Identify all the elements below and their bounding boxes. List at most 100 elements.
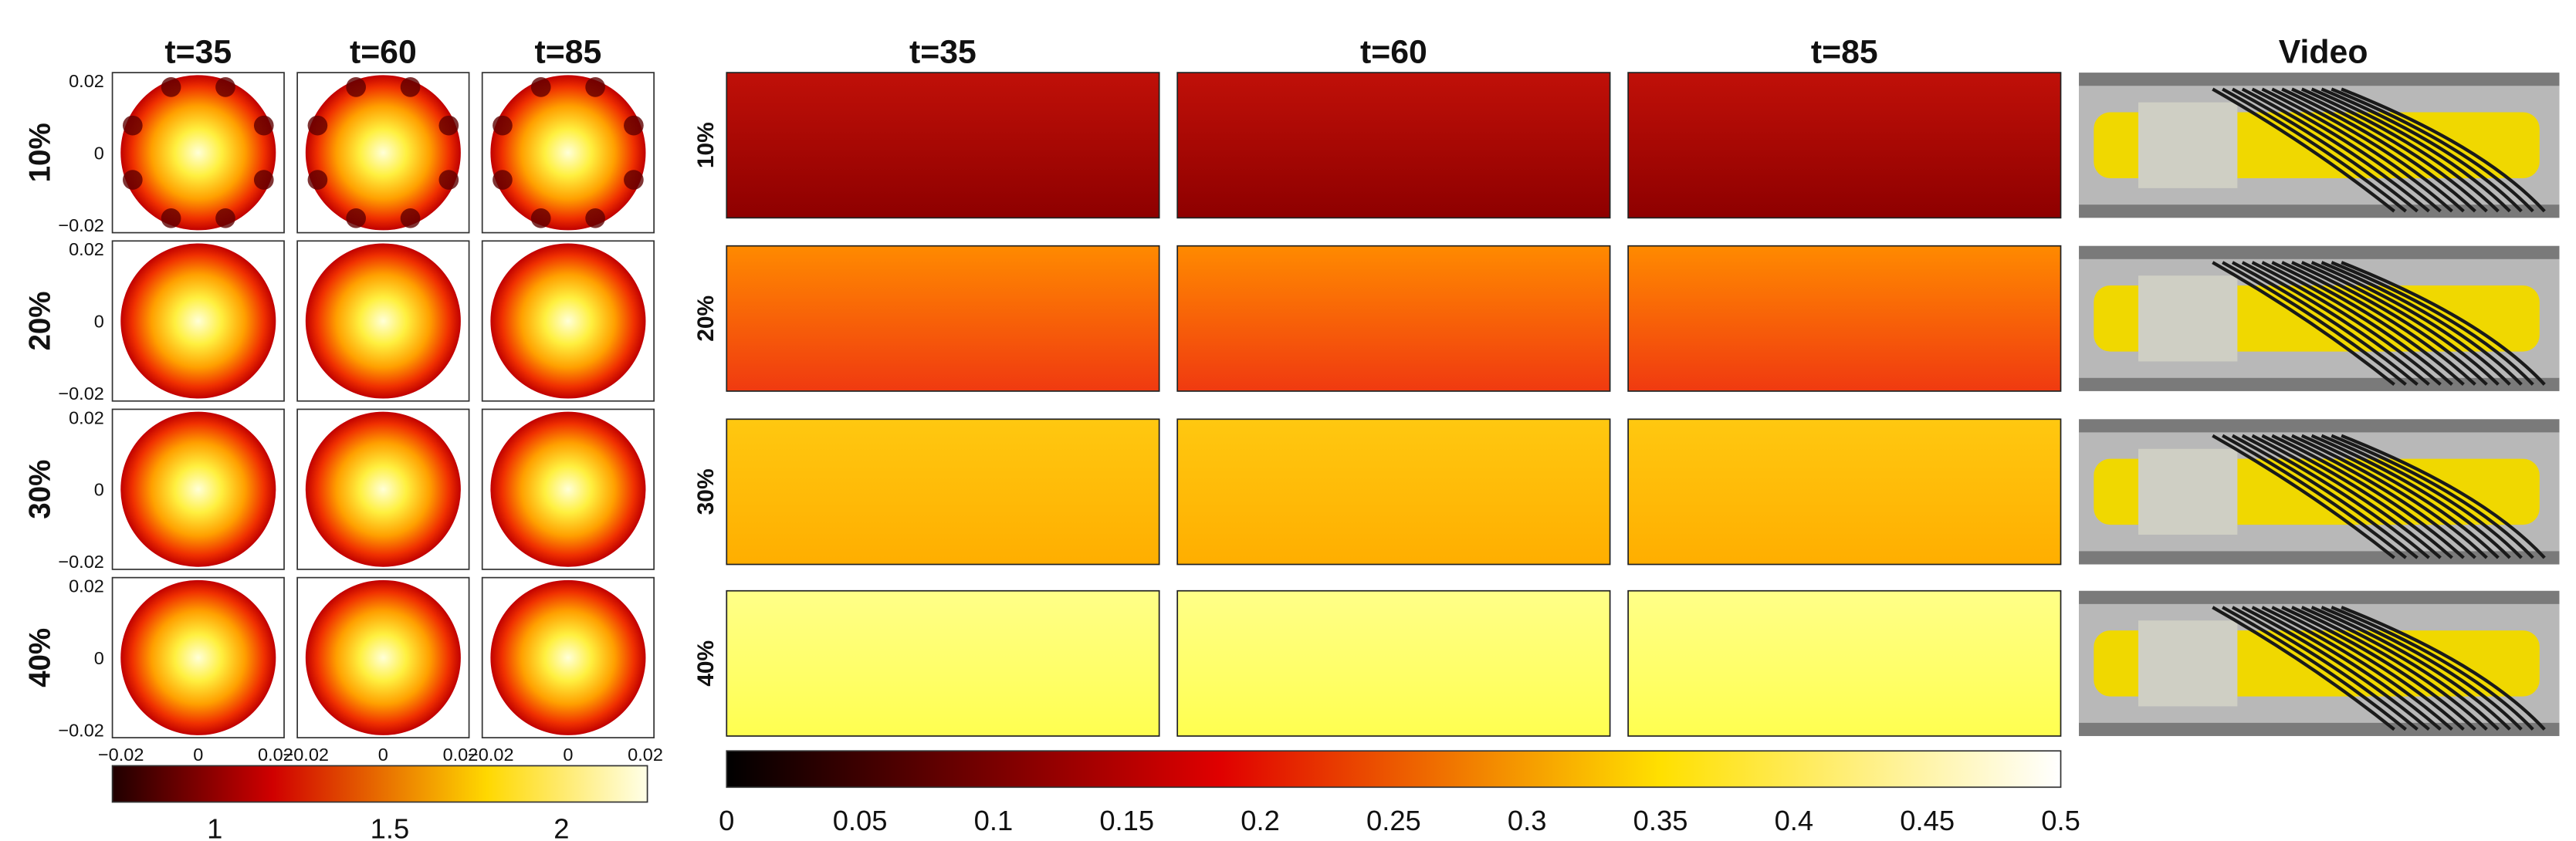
heat-map (1176, 589, 1611, 737)
cable (2281, 261, 2476, 386)
row-label: 20% (693, 296, 719, 342)
row-label: 40% (693, 640, 719, 687)
hot-spot (624, 115, 644, 136)
cable (2251, 434, 2442, 559)
cable (2331, 606, 2534, 731)
x-tick-label: 0 (563, 745, 573, 765)
row-label: 10% (23, 123, 56, 182)
heat-disc (305, 243, 461, 399)
column-header: t=60 (1360, 33, 1427, 70)
hot-spot (307, 115, 328, 136)
gray-sleeve (2138, 275, 2238, 362)
colorbar-tick-label: 0.45 (1900, 805, 1955, 836)
x-tick-label: −0.02 (283, 745, 330, 765)
x-tick-label: 0.02 (628, 745, 663, 765)
heat-disc (490, 75, 646, 231)
gray-sleeve (2138, 620, 2238, 707)
heat-map (1176, 245, 1611, 392)
cable (2241, 606, 2430, 731)
row-label: 10% (693, 122, 719, 168)
hot-spot (346, 208, 367, 228)
colorbar-tick-label: 0.4 (1775, 805, 1814, 836)
row-label: 20% (23, 291, 56, 350)
colorbar-tick-label: 0 (719, 805, 734, 836)
heat-map (1627, 418, 2062, 566)
heat-disc (490, 243, 646, 399)
heat-map (1176, 418, 1611, 566)
x-tick-label: 0.02 (258, 745, 293, 765)
y-tick-label: 0.02 (69, 407, 104, 427)
heat-disc (305, 411, 461, 567)
colorbar-tick-label: 0.5 (2041, 805, 2080, 836)
hot-spot (493, 170, 513, 190)
cable (2212, 434, 2395, 559)
cable (2320, 261, 2523, 386)
y-tick-label: 0.02 (69, 239, 104, 259)
hot-spot (585, 208, 605, 228)
column-header: t=35 (164, 33, 232, 70)
cable (2212, 261, 2395, 387)
cable (2320, 87, 2523, 213)
cable (2291, 434, 2488, 559)
colorbar (726, 750, 2062, 789)
hot-spot (493, 115, 513, 136)
cable (2271, 434, 2465, 559)
hot-spot (400, 208, 421, 228)
y-tick-label: 0 (94, 312, 104, 332)
column-header: t=35 (909, 33, 977, 70)
colorbar-tick-label: 2 (553, 813, 569, 841)
cable (2222, 87, 2407, 213)
cable (2341, 261, 2546, 386)
cable (2341, 606, 2546, 731)
cable (2281, 87, 2476, 213)
colorbar-tick-label: 0.05 (833, 805, 888, 836)
y-tick-label: 0.02 (69, 71, 104, 91)
cable (2341, 87, 2546, 213)
cable (2300, 606, 2500, 731)
hot-spot (438, 115, 459, 136)
cable (2291, 606, 2488, 731)
cable (2291, 87, 2488, 213)
cable (2231, 434, 2419, 559)
cable (2310, 434, 2511, 559)
row-label: 40% (23, 628, 56, 687)
y-tick-label: 0.02 (69, 576, 104, 596)
heat-disc (120, 579, 276, 735)
cable (2331, 434, 2534, 559)
heat-disc (120, 75, 276, 231)
cable (2241, 87, 2430, 213)
x-tick-label: 0.02 (443, 745, 479, 765)
hot-spot (215, 208, 235, 228)
cable (2291, 261, 2488, 386)
row-label: 30% (23, 460, 56, 519)
colorbar-tick-label: 1.5 (371, 813, 410, 841)
heat-disc (120, 411, 276, 567)
hot-spot (253, 115, 274, 136)
cable (2251, 261, 2442, 386)
colorbar-tick-label: 0.1 (974, 805, 1014, 836)
cable (2251, 87, 2442, 213)
x-tick-label: −0.02 (98, 745, 144, 765)
hot-spot (438, 170, 459, 190)
colorbar-tick-label: 0.25 (1366, 805, 1421, 836)
cable (2310, 87, 2511, 213)
y-tick-label: −0.02 (58, 720, 104, 740)
column-header: t=85 (535, 33, 602, 70)
cable (2212, 606, 2395, 731)
cable (2241, 434, 2430, 559)
colorbar-tick-label: 0.35 (1633, 805, 1688, 836)
hot-spot (530, 77, 551, 97)
hot-spot (530, 208, 551, 228)
heat-map (1627, 589, 2062, 737)
cable (2341, 434, 2546, 559)
y-tick-label: 0 (94, 480, 104, 500)
cable (2231, 261, 2419, 387)
cable (2271, 606, 2465, 731)
x-tick-label: 0 (378, 745, 388, 765)
cable (2320, 606, 2523, 731)
cable (2261, 261, 2453, 386)
cable (2222, 434, 2407, 559)
hot-spot (585, 77, 605, 97)
cable (2231, 87, 2419, 213)
